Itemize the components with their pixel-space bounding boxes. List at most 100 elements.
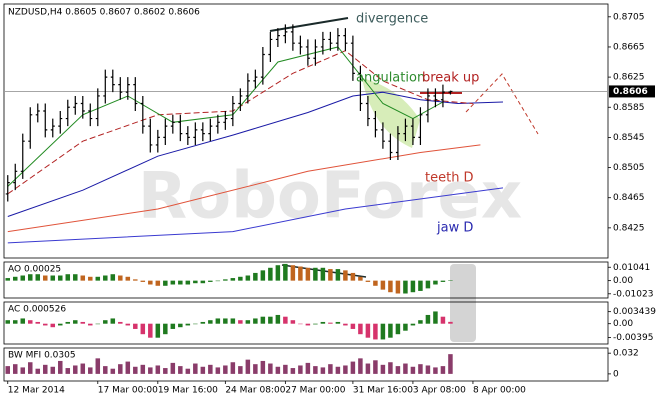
indicator-title: AO 0.00025 [8, 265, 61, 275]
bar [260, 360, 266, 374]
ohlc-bar [50, 118, 55, 138]
highlight-box [450, 264, 476, 342]
bar [58, 323, 63, 326]
bar [193, 323, 198, 325]
ohlc-bar [118, 77, 123, 100]
x-tick-label: 3 Apr 08:00 [413, 386, 466, 396]
bar [73, 365, 78, 374]
bar [140, 280, 146, 282]
ohlc-bar [178, 114, 183, 142]
bar [163, 280, 168, 286]
ohlc-bar [193, 122, 198, 145]
bar [185, 323, 191, 326]
bar [163, 368, 168, 374]
y-tick-label: 0.00 [613, 319, 633, 329]
bar [305, 362, 311, 374]
ohlc-bar [433, 88, 438, 108]
bar [170, 280, 176, 285]
ohlc-bar [343, 28, 348, 51]
y-tick-label: 0 [613, 369, 619, 379]
y-tick-label: 0.8625 [613, 73, 645, 83]
bar [440, 316, 446, 324]
bar [20, 367, 26, 374]
ohlc-bar [380, 122, 385, 149]
bar [350, 361, 356, 374]
bar [20, 318, 26, 324]
bar [238, 276, 243, 281]
bar [35, 368, 41, 374]
bar [418, 320, 423, 324]
ohlc-bar [320, 31, 325, 55]
ohlc-bar [298, 35, 303, 55]
bar [110, 318, 116, 324]
ohlc-bar [275, 28, 280, 47]
x-tick-label: 31 Mar 16:00 [353, 386, 413, 396]
ohlc-bar [373, 111, 378, 138]
bar [328, 364, 333, 374]
bar [73, 320, 78, 324]
bar [155, 323, 161, 338]
bar [365, 323, 371, 338]
bar [425, 314, 431, 324]
bar [350, 323, 356, 329]
ohlc-bar [238, 88, 243, 112]
indicator-title: AC 0.000526 [8, 305, 66, 315]
bar [425, 365, 431, 374]
current-price-box [609, 85, 655, 98]
bar [283, 263, 288, 281]
bar [320, 321, 326, 324]
y-tick-label: 0.8425 [613, 223, 645, 233]
bar [275, 265, 281, 281]
ohlc-bar [335, 28, 340, 51]
ohlc-bar [103, 69, 108, 104]
bar [373, 323, 378, 340]
bar [395, 280, 401, 294]
ohlc-bar [140, 95, 145, 134]
bar [245, 359, 251, 374]
bar [13, 276, 18, 281]
ohlc-bar [28, 107, 33, 149]
watermark: RoboForex [138, 160, 522, 234]
bar [433, 311, 438, 324]
bar [200, 321, 206, 324]
ohlc-bar [208, 118, 213, 142]
current-price-label: 0.8606 [613, 87, 648, 97]
ohlc-bar [230, 95, 235, 127]
bar [148, 367, 153, 374]
ao-panel [3, 261, 609, 299]
bar [50, 323, 56, 328]
y-tick-label: 0.8465 [613, 193, 645, 203]
bar [13, 320, 18, 324]
main-panel [3, 3, 609, 259]
bar [103, 275, 108, 281]
bar [80, 363, 86, 374]
bar [290, 368, 296, 374]
bar [245, 320, 251, 324]
bar [358, 358, 363, 374]
bar [118, 275, 123, 281]
ohlc-bar [43, 103, 48, 138]
bar [253, 272, 258, 281]
bar [65, 368, 71, 374]
bar [133, 366, 138, 374]
x-tick-label: 27 Mar 00:00 [285, 386, 345, 396]
bar [320, 267, 326, 281]
bar [358, 276, 363, 281]
bar [193, 280, 198, 284]
ohlc-bar [403, 118, 408, 142]
bar [103, 320, 108, 324]
ohlc-bar [305, 39, 310, 66]
bar [88, 276, 93, 281]
bar [215, 318, 221, 324]
y-tick-label: 0.8505 [613, 163, 645, 173]
ohlc-bar [418, 107, 423, 145]
bar [200, 280, 206, 284]
ohlc-bar [358, 65, 363, 112]
mfi-panel [3, 347, 609, 382]
annotation: teeth D [425, 171, 474, 186]
bar [425, 280, 431, 289]
bar [313, 366, 318, 374]
bar [140, 323, 146, 335]
ohlc-bar [88, 103, 93, 127]
